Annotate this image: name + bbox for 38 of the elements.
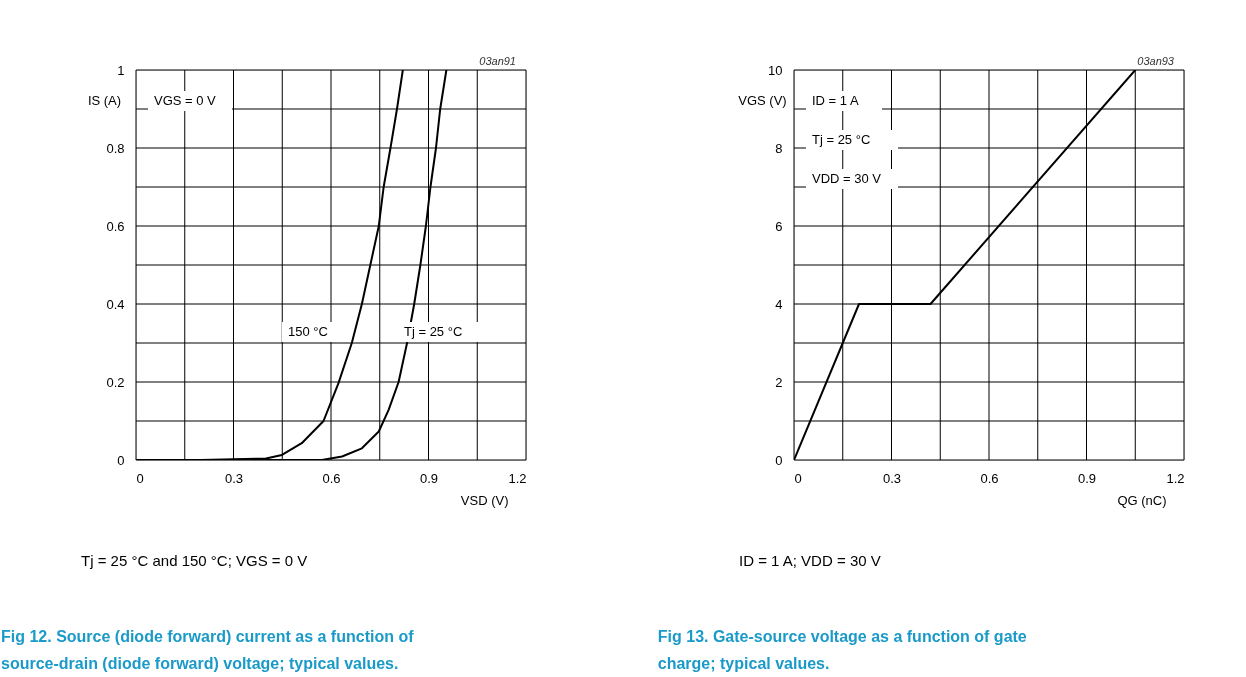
x-tick-label: 1.2 xyxy=(1166,470,1185,486)
text: Fig 12. Source (diode forward) current as a function of source-drain (diode forward) voltage; typical values. xyxy=(1,628,415,672)
y-tick-label: 10 xyxy=(768,62,783,78)
annotation: VDD = 30 V xyxy=(812,171,882,186)
x-tick-label: 0.9 xyxy=(419,470,439,486)
text: Fig 13. Gate-source voltage as a function of gate charge; typical values. xyxy=(657,628,1027,672)
x-axis-title: QG (nC) xyxy=(1117,492,1167,508)
x-axis-title: VSD (V) xyxy=(460,492,509,508)
x-tick-label: 0.3 xyxy=(882,470,902,486)
x-tick-label: 0 xyxy=(136,470,144,486)
y-tick-label: 8 xyxy=(775,140,783,156)
x-tick-label: 1.2 xyxy=(508,470,527,486)
x-tick-label: 0.9 xyxy=(1077,470,1097,486)
text: 03an93 xyxy=(1137,55,1175,67)
y-tick-label: 4 xyxy=(775,296,783,312)
text: ID = 1 A; VDD = 30 V xyxy=(739,552,881,569)
y-tick-label: 0 xyxy=(117,452,125,468)
annotation: ID = 1 A xyxy=(812,93,859,108)
x-tick-label: 0.6 xyxy=(322,470,341,486)
annotation: Tj = 25 °C xyxy=(404,324,463,339)
y-tick-label: 0.4 xyxy=(106,296,125,312)
y-tick-label: 0.2 xyxy=(106,374,125,390)
annotation: VGS = 0 V xyxy=(154,93,217,108)
text: Tj = 25 °C and 150 °C; VGS = 0 V xyxy=(81,552,308,569)
y-tick-label: 0.8 xyxy=(106,140,125,156)
y-tick-label: 0.6 xyxy=(106,218,125,234)
x-tick-label: 0.6 xyxy=(980,470,999,486)
y-axis-title: IS (A) xyxy=(87,92,122,108)
y-tick-label: 0 xyxy=(775,452,783,468)
annotation: Tj = 25 °C xyxy=(812,132,871,147)
y-tick-label: 6 xyxy=(775,218,783,234)
y-tick-label: 2 xyxy=(775,374,783,390)
y-tick-label: 1 xyxy=(117,62,125,78)
text: 03an91 xyxy=(479,55,516,67)
y-axis-title: VGS (V) xyxy=(738,92,787,108)
x-tick-label: 0.3 xyxy=(224,470,244,486)
annotation: 150 °C xyxy=(288,324,328,339)
x-tick-label: 0 xyxy=(794,470,802,486)
